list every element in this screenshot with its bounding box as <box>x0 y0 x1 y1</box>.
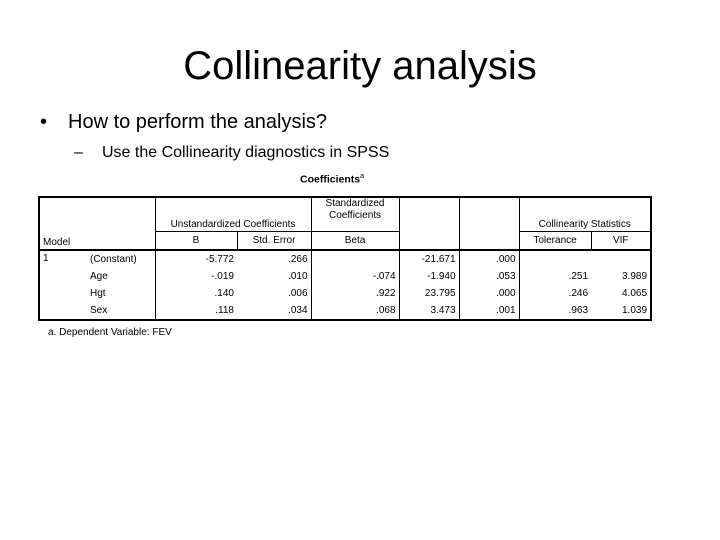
sig-value: .000 <box>458 285 520 302</box>
t-value: -1.940 <box>398 268 460 285</box>
caption-footnote-marker: a <box>360 173 364 180</box>
std-error-header: Std. Error <box>236 231 312 250</box>
unstandardized-group-header: Unstandardized Coefficients <box>154 196 312 232</box>
row-label: Sex <box>87 302 155 321</box>
coefficients-table: Model Unstandardized Coefficients Standa… <box>38 196 653 321</box>
b-header: B <box>154 231 237 250</box>
se-value: .266 <box>288 253 308 265</box>
model-number: 1 <box>38 250 87 321</box>
model-header-cell: Model <box>38 196 155 250</box>
beta-value: -.074 <box>310 268 400 285</box>
vif-value: 4.065 <box>591 285 653 302</box>
bullet-text: How to perform the analysis? <box>68 111 328 133</box>
tolerance-value <box>518 250 592 268</box>
vif-value: 3.989 <box>591 268 653 285</box>
t-value: 23.795 <box>398 285 460 302</box>
table-row: Hgt .140 .006 .922 23.795 .000 .246 4.06… <box>39 285 653 302</box>
t-value: -21.671 <box>398 250 460 268</box>
beta-value: .068 <box>310 302 400 321</box>
model-header: Model <box>43 237 71 248</box>
t-header-cell <box>398 196 460 250</box>
row-label: Age <box>90 270 108 282</box>
collinearity-group-header: Collinearity Statistics <box>518 196 653 232</box>
t-value: 3.473 <box>398 302 460 321</box>
se-value: .010 <box>288 270 308 282</box>
se-value: .006 <box>288 287 308 299</box>
sub-bullet-text: Use the Collinearity diagnostics in SPSS <box>102 144 390 161</box>
tolerance-value: .246 <box>518 285 592 302</box>
row-label: Hgt <box>90 287 106 299</box>
sub-bullet-point: – Use the Collinearity diagnostics in SP… <box>74 142 389 164</box>
se-value: .034 <box>237 302 312 321</box>
tolerance-value: .251 <box>518 268 592 285</box>
tolerance-value: .963 <box>518 302 592 321</box>
bullet-point: • How to perform the analysis? <box>40 108 327 136</box>
sig-value: .001 <box>458 302 520 321</box>
group-header-row: Model Unstandardized Coefficients Standa… <box>38 196 653 250</box>
b-value: -.019 <box>154 268 237 285</box>
sig-header-cell <box>458 196 520 250</box>
beta-value: .922 <box>310 285 400 302</box>
table-row: Age -.019 .010 -.074 -1.940 .053 .251 3.… <box>39 268 653 285</box>
beta-value <box>310 250 400 268</box>
table-caption: Coefficientsa <box>300 173 364 186</box>
row-label: (Constant) <box>90 253 137 265</box>
tolerance-header: Tolerance <box>518 231 592 250</box>
b-value: .140 <box>154 285 237 302</box>
sig-value: .000 <box>458 250 520 268</box>
beta-header: Beta <box>310 231 400 250</box>
vif-header: VIF <box>590 231 653 250</box>
table-row: 1 (Constant) -5.772 .266 -21.671 .000 <box>38 250 653 321</box>
table-footnote: a. Dependent Variable: FEV <box>48 327 172 338</box>
table-row: Sex .118 .034 .068 3.473 .001 .963 1.039 <box>39 302 653 321</box>
b-value: -5.772 <box>154 250 237 268</box>
standardized-group-header: Standardized Coefficients <box>310 196 400 232</box>
table-caption-text: Coefficients <box>300 173 361 186</box>
vif-value: 1.039 <box>591 302 653 321</box>
b-value: .118 <box>154 302 237 321</box>
slide-title: Collinearity analysis <box>183 44 537 88</box>
vif-value <box>591 250 653 268</box>
dash-icon: – <box>74 144 83 161</box>
column-header-row: B Std. Error Beta Tolerance VIF <box>39 231 653 250</box>
bullet-icon: • <box>40 111 48 133</box>
sig-value: .053 <box>458 268 520 285</box>
